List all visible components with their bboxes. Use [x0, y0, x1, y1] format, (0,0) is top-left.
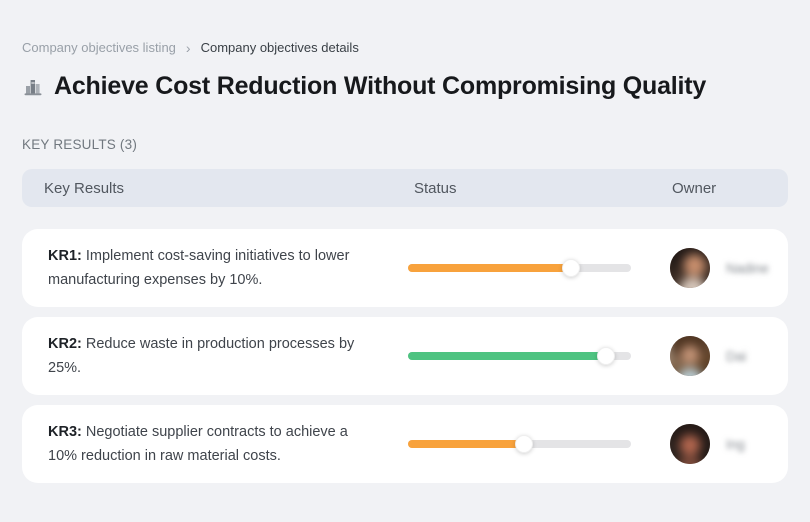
- breadcrumb-item-listing[interactable]: Company objectives listing: [22, 40, 176, 55]
- key-result-description: Reduce waste in production processes by …: [48, 336, 355, 376]
- progress-slider[interactable]: [408, 347, 631, 365]
- key-result-description: Implement cost-saving initiatives to low…: [48, 248, 350, 288]
- avatar-photo: [670, 424, 710, 464]
- column-header-owner: Owner: [672, 179, 717, 197]
- progress-slider[interactable]: [408, 435, 631, 453]
- avatar-photo: [670, 336, 710, 376]
- owner-cell: Nadine: [670, 248, 788, 288]
- column-header-status: Status: [414, 179, 457, 197]
- page-title: Achieve Cost Reduction Without Compromis…: [54, 72, 707, 100]
- progress-fill: [408, 440, 524, 448]
- column-header-key-results: Key Results: [44, 179, 125, 197]
- table-row[interactable]: KR1: Implement cost-saving initiatives t…: [22, 229, 788, 307]
- key-results-table: Key Results Status Owner KR1: Implement …: [22, 169, 788, 483]
- key-result-text: KR2: Reduce waste in production processe…: [22, 318, 408, 394]
- progress-fill: [408, 264, 571, 272]
- key-result-description: Negotiate supplier contracts to achieve …: [48, 424, 348, 464]
- breadcrumb-item-details[interactable]: Company objectives details: [200, 40, 359, 55]
- progress-fill: [408, 352, 607, 360]
- buildings-icon: [22, 76, 44, 98]
- key-results-rows: KR1: Implement cost-saving initiatives t…: [22, 229, 788, 483]
- owner-cell: Ing: [670, 424, 788, 464]
- progress-slider[interactable]: [408, 259, 631, 277]
- owner-name: Nadine: [726, 260, 769, 276]
- owner-cell: Dai: [670, 336, 788, 376]
- table-header: Key Results Status Owner: [22, 169, 788, 207]
- key-result-text: KR1: Implement cost-saving initiatives t…: [22, 230, 408, 306]
- title-row: Achieve Cost Reduction Without Compromis…: [22, 72, 788, 101]
- status-cell: [408, 347, 670, 365]
- chevron-right-icon: ›: [185, 39, 191, 56]
- status-cell: [408, 435, 670, 453]
- avatar: [670, 248, 710, 288]
- key-result-label: KR1:: [48, 248, 82, 264]
- avatar: [670, 336, 710, 376]
- progress-handle[interactable]: [561, 259, 580, 277]
- progress-handle[interactable]: [597, 347, 616, 365]
- objective-details-page: Company objectives listing › Company obj…: [22, 40, 788, 483]
- table-row[interactable]: KR2: Reduce waste in production processe…: [22, 317, 788, 395]
- avatar-photo: [670, 248, 710, 288]
- key-result-text: KR3: Negotiate supplier contracts to ach…: [22, 406, 408, 482]
- table-row[interactable]: KR3: Negotiate supplier contracts to ach…: [22, 405, 788, 483]
- key-result-label: KR2:: [48, 336, 82, 352]
- owner-name: Dai: [726, 348, 747, 364]
- key-result-label: KR3:: [48, 424, 82, 440]
- progress-handle[interactable]: [514, 435, 533, 453]
- avatar: [670, 424, 710, 464]
- status-cell: [408, 259, 670, 277]
- key-results-section-label: KEY RESULTS (3): [22, 137, 138, 152]
- owner-name: Ing: [726, 436, 745, 452]
- breadcrumb: Company objectives listing › Company obj…: [22, 40, 788, 55]
